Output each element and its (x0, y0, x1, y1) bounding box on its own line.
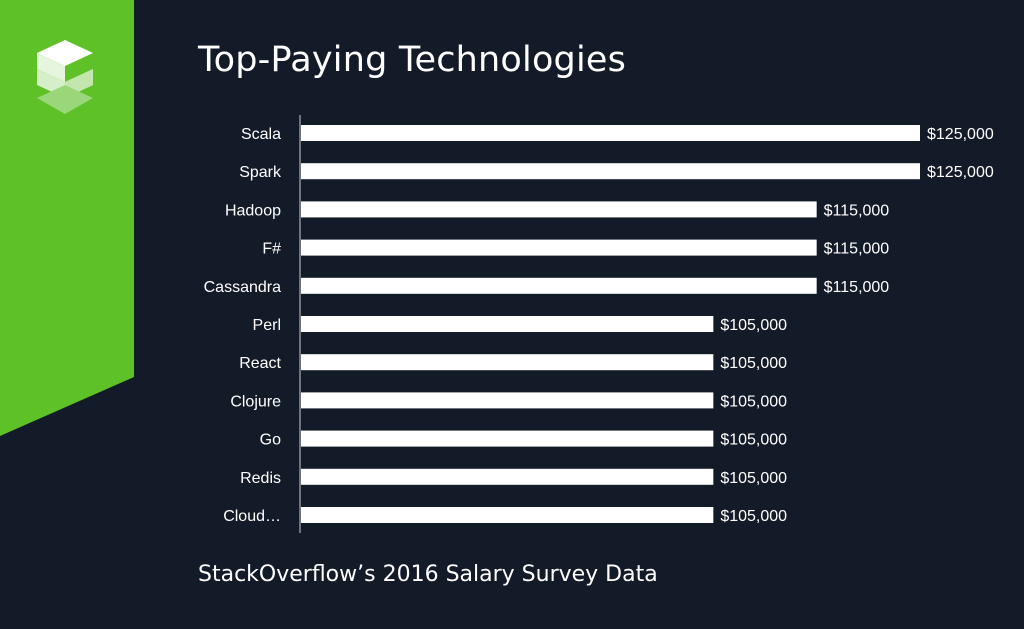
source-caption: StackOverflow’s 2016 Salary Survey Data (198, 562, 658, 587)
value-label: $105,000 (720, 317, 787, 334)
bar (301, 239, 817, 256)
value-label: $115,000 (824, 279, 890, 296)
value-label: $105,000 (720, 508, 787, 525)
category-label: Perl (253, 317, 281, 334)
category-label: Clojure (230, 393, 281, 410)
bar (301, 507, 714, 523)
category-label: Go (260, 432, 281, 449)
stacked-s-logo-icon (37, 40, 93, 114)
category-label: Cassandra (204, 279, 281, 296)
value-label: $105,000 (720, 393, 787, 410)
bar (301, 392, 714, 409)
bar (301, 277, 817, 294)
category-label: Spark (239, 164, 282, 181)
value-label: $105,000 (720, 355, 787, 372)
value-label: $115,000 (824, 202, 890, 219)
value-label: $125,000 (927, 126, 994, 143)
bar (301, 125, 920, 141)
category-label: Cloud… (223, 508, 281, 525)
value-label: $115,000 (824, 241, 890, 258)
category-label: F# (262, 241, 281, 258)
category-label: Hadoop (225, 202, 281, 219)
bar (301, 163, 920, 180)
category-label: Scala (241, 126, 281, 143)
bar (301, 316, 714, 332)
bar (301, 468, 714, 485)
slide-title: Top-Paying Technologies (198, 40, 627, 80)
value-label: $105,000 (720, 432, 787, 449)
category-label: Redis (240, 470, 281, 487)
value-label: $125,000 (927, 164, 994, 181)
category-label: React (239, 355, 281, 372)
bar (301, 430, 714, 447)
value-label: $105,000 (720, 470, 787, 487)
bar (301, 354, 714, 371)
bar (301, 201, 817, 218)
